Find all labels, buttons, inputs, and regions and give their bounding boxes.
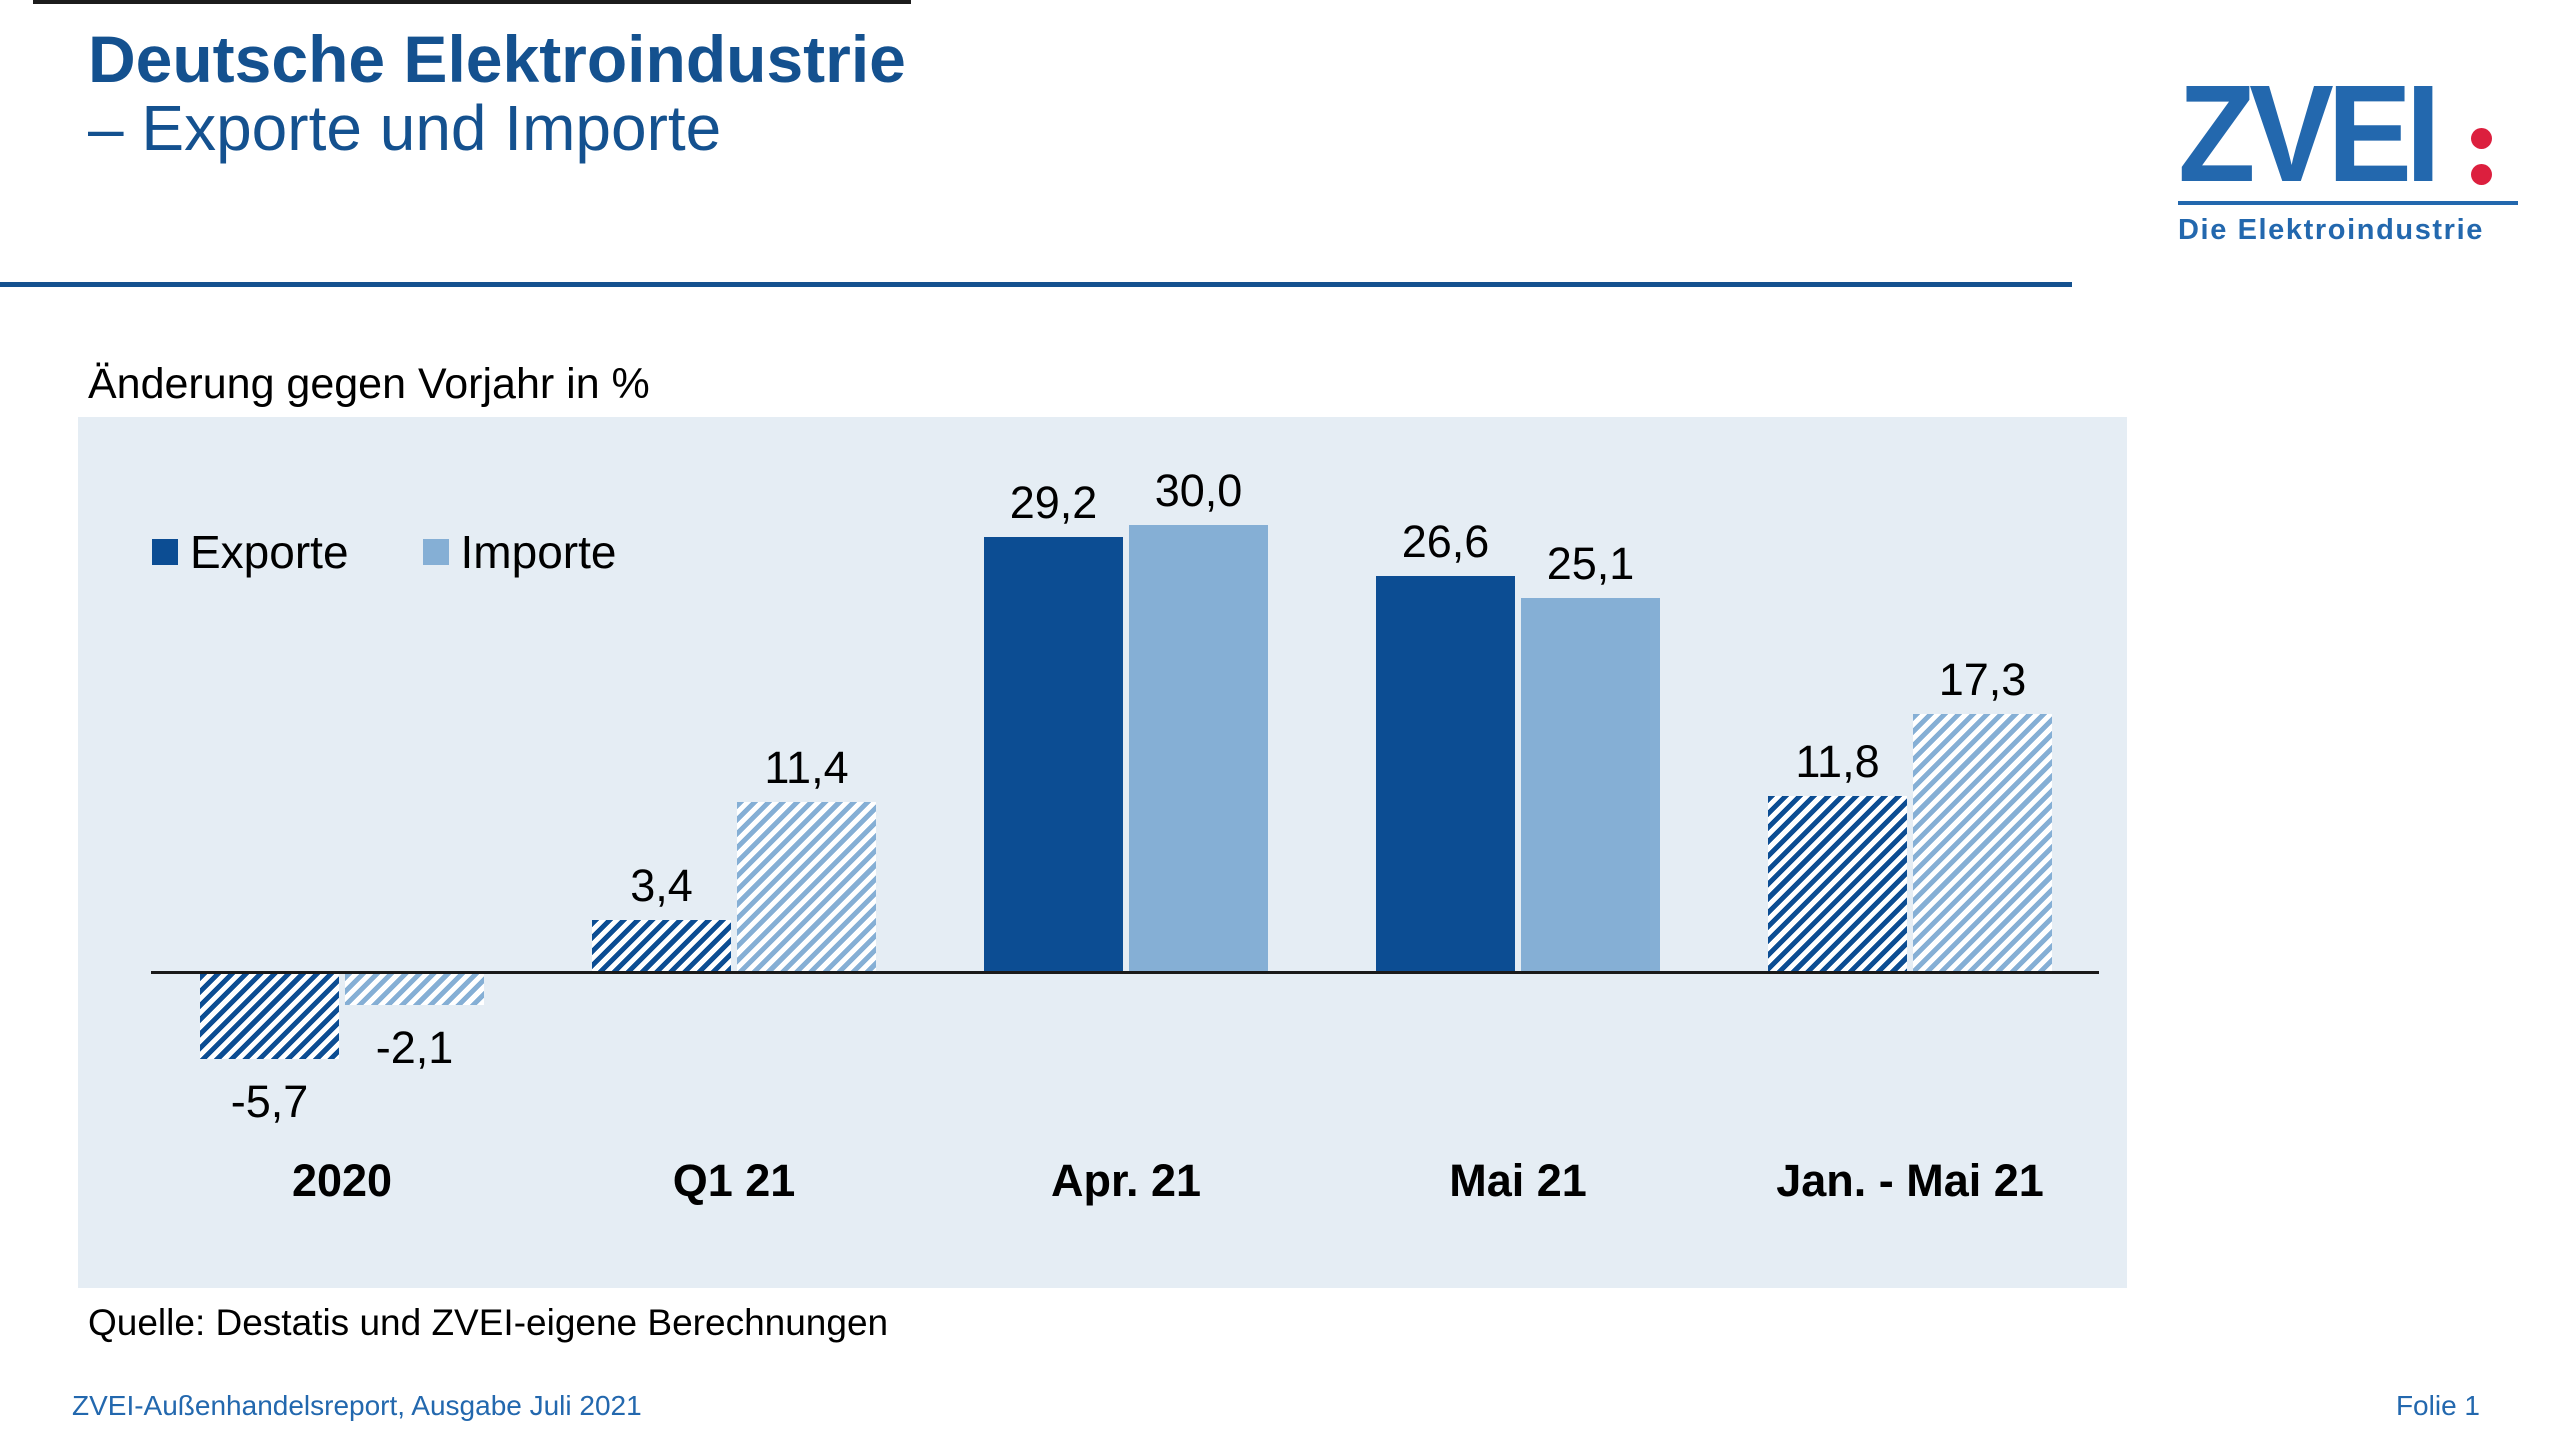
bar-value-label: 30,0 — [1154, 465, 1243, 516]
bar-exporte-jan-mai-21 — [1768, 796, 1907, 971]
footer-page-number: Folie 1 — [2395, 1390, 2480, 1421]
legend-item-exporte: Exporte — [152, 525, 349, 579]
top-border-line — [33, 0, 911, 4]
bar-value-label: -5,7 — [230, 1076, 309, 1127]
x-axis-line — [151, 971, 2099, 974]
zvei-colon-icon — [2470, 128, 2492, 191]
category-label: Q1 21 — [672, 1155, 796, 1206]
bar-value-label: -2,1 — [375, 1022, 454, 1073]
legend-swatch-importe — [422, 539, 449, 565]
footer-report-name: ZVEI-Außenhandelsreport, Ausgabe Juli 20… — [72, 1390, 642, 1421]
bar-importe-jan-mai-21 — [1913, 714, 2052, 971]
bar-exporte-2020 — [200, 974, 339, 1059]
zvei-logo: ZVEI Die Elektroindustrie — [2178, 57, 2523, 247]
category-label: Jan. - Mai 21 — [1776, 1155, 2044, 1206]
bar-value-label: 25,1 — [1546, 538, 1635, 589]
page-subtitle: – Exporte und Importe — [88, 92, 722, 164]
legend-label-exporte: Exporte — [190, 526, 349, 578]
bar-exporte-q1-21 — [592, 920, 731, 971]
chart: Exporte Importe -5,7 -2,1 2020 3,4 11,4 Q1 21… — [78, 417, 2127, 1288]
legend-label-importe: Importe — [460, 526, 617, 578]
bar-importe-apr-21 — [1129, 525, 1268, 971]
source-note: Quelle: Destatis und ZVEI-eigene Berechn… — [88, 1302, 889, 1343]
plot-area: -5,7 -2,1 2020 3,4 11,4 Q1 21 29,2 30,0 Apr. 21 2… — [78, 417, 2127, 1288]
bar-value-label: 29,2 — [1009, 477, 1098, 528]
chart-axis-title: Änderung gegen Vorjahr in % — [88, 360, 650, 408]
zvei-logo-wordmark: ZVEI — [2178, 57, 2523, 211]
zvei-logo-rule — [2178, 201, 2518, 206]
bar-importe-mai-21 — [1521, 598, 1660, 971]
page-title: Deutsche Elektroindustrie — [88, 22, 906, 96]
bar-value-label: 26,6 — [1401, 516, 1490, 567]
zvei-logo-tagline: Die Elektroindustrie — [2178, 214, 2484, 247]
bar-importe-q1-21 — [737, 802, 876, 971]
bar-value-label: 17,3 — [1938, 654, 2027, 705]
category-label: Mai 21 — [1449, 1155, 1587, 1206]
bar-exporte-mai-21 — [1376, 576, 1515, 971]
bar-exporte-apr-21 — [984, 537, 1123, 971]
bar-value-label: 3,4 — [630, 860, 693, 911]
bar-value-label: 11,8 — [1795, 736, 1880, 787]
bar-importe-2020 — [345, 974, 484, 1005]
title-divider — [0, 282, 2072, 287]
zvei-logo-text: ZVEI — [2178, 57, 2441, 211]
legend-item-importe: Importe — [422, 525, 617, 579]
legend-swatch-exporte — [152, 539, 178, 565]
category-label: Apr. 21 — [1050, 1155, 1202, 1206]
bar-value-label: 11,4 — [764, 742, 849, 793]
chart-legend: Exporte Importe — [152, 525, 616, 579]
category-label: 2020 — [291, 1155, 393, 1206]
